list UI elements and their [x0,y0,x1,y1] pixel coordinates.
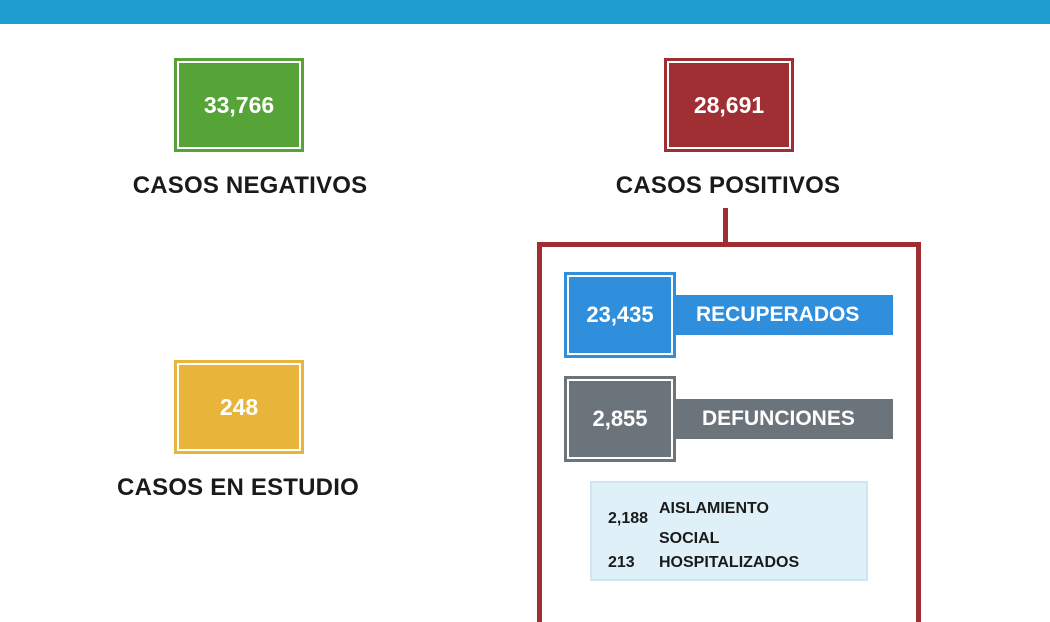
recuperados-label: RECUPERADOS [696,303,860,326]
casos-en-estudio-count: 248 [174,360,304,454]
positivos-connector [723,208,728,244]
hospitalizados-count: 213 [608,554,635,571]
defunciones-label: DEFUNCIONES [702,407,855,430]
activos-breakdown: 2,188 AISLAMIENTO SOCIAL 213 HOSPITALIZA… [590,481,868,581]
hospitalizados-label: HOSPITALIZADOS [659,554,800,571]
recuperados-count: 23,435 [564,272,676,358]
casos-positivos-count: 28,691 [664,58,794,152]
casos-negativos-count: 33,766 [174,58,304,152]
aislamiento-label: AISLAMIENTO SOCIAL [659,500,769,547]
casos-en-estudio-label: CASOS EN ESTUDIO [117,474,359,501]
aislamiento-count: 2,188 [608,510,649,527]
casos-negativos-label: CASOS NEGATIVOS [132,172,368,199]
casos-positivos-label: CASOS POSITIVOS [615,172,841,199]
positivos-breakdown-panel [537,242,921,622]
header-bar [0,0,1050,24]
recuperados-bar: RECUPERADOS [670,295,893,335]
defunciones-count: 2,855 [564,376,676,462]
defunciones-bar: DEFUNCIONES [670,399,893,439]
